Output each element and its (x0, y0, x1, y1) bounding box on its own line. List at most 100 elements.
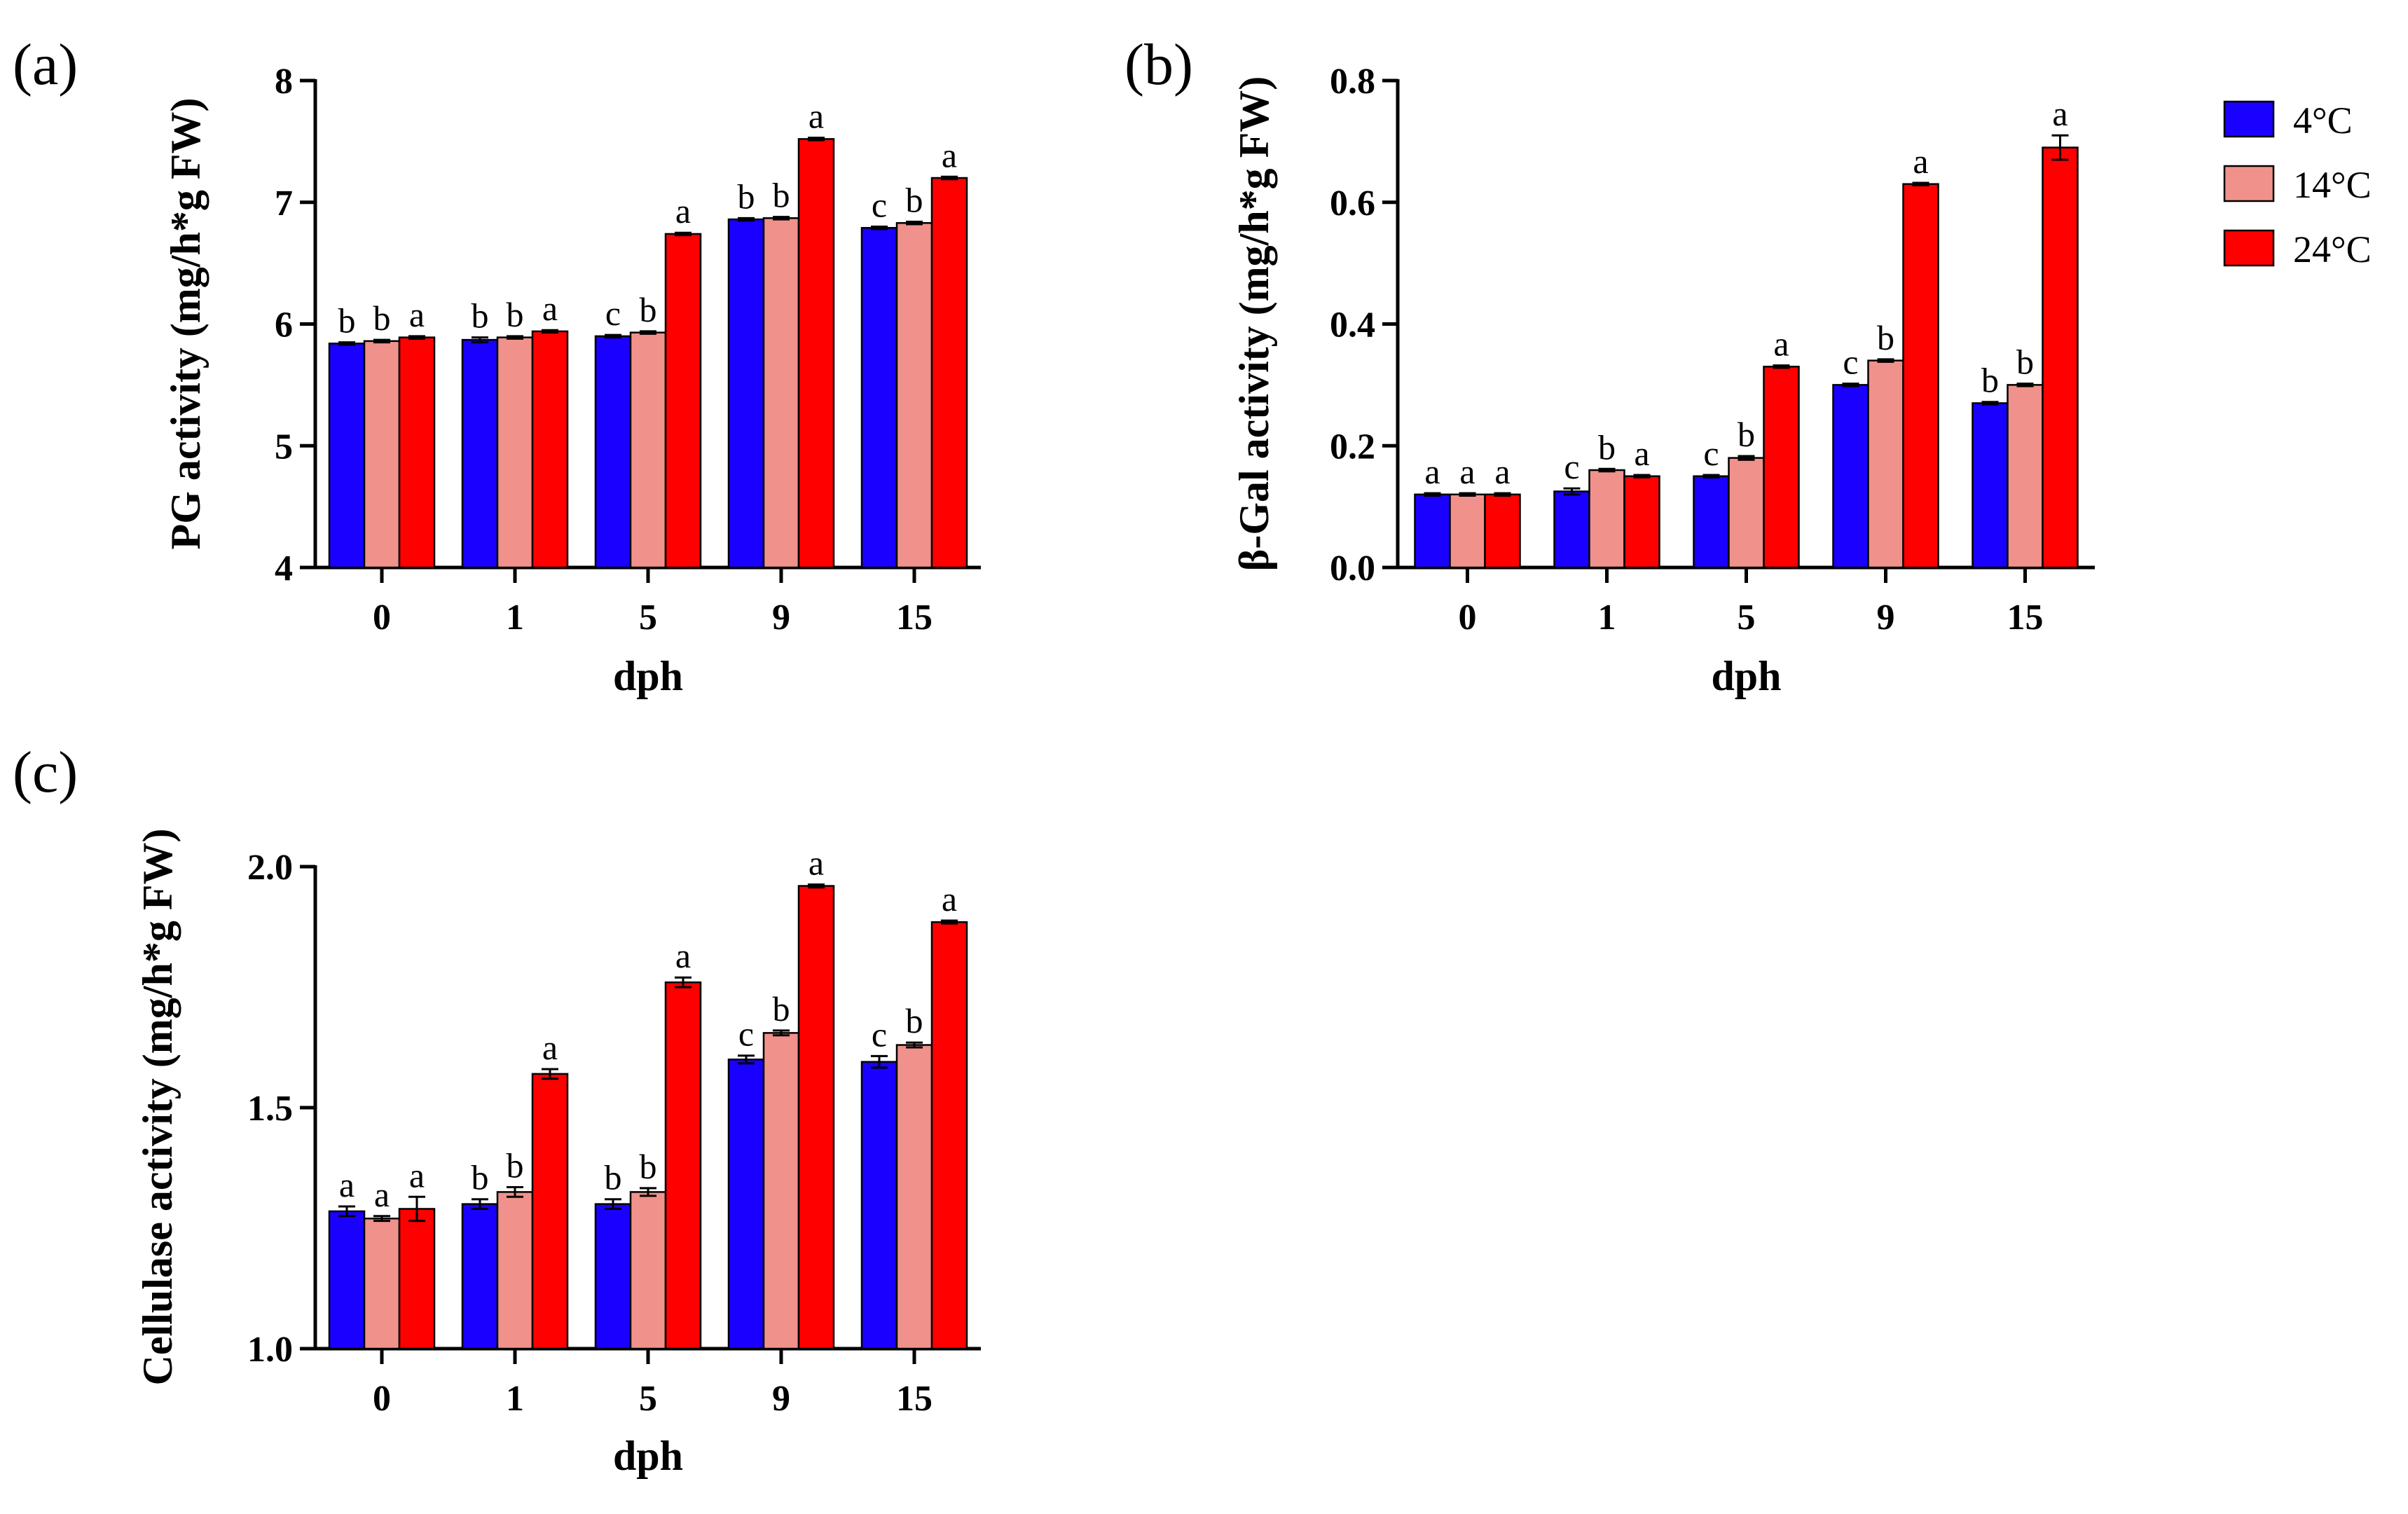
bar (461, 1203, 499, 1350)
bar (762, 1032, 800, 1350)
bar (1728, 457, 1765, 569)
bar (531, 1073, 569, 1350)
panel-label: (a) (13, 32, 78, 97)
bar (1972, 402, 2009, 569)
y-tick-label: 0.4 (1330, 305, 1375, 345)
x-axis-title: dph (1711, 653, 1781, 699)
x-tick-label: 5 (1738, 598, 1756, 638)
significance-letter: b (1877, 318, 1894, 357)
y-tick-label: 4 (275, 549, 293, 589)
bar (496, 336, 534, 569)
bar (594, 1203, 632, 1350)
bar (797, 138, 835, 569)
significance-letter: a (675, 936, 691, 975)
bar (727, 1058, 765, 1350)
bar (727, 218, 765, 569)
significance-letter: b (738, 177, 755, 216)
significance-letter: a (1634, 434, 1649, 473)
significance-letter: a (942, 879, 957, 918)
bar (629, 331, 667, 569)
x-tick-label: 15 (2007, 598, 2044, 638)
significance-letter: a (809, 97, 824, 136)
bar (1449, 493, 1486, 569)
legend-label: 24°C (2293, 228, 2372, 270)
bar (1763, 366, 1800, 569)
significance-letter: a (675, 191, 691, 230)
y-tick-label: 0.2 (1330, 427, 1375, 467)
significance-letter: c (1843, 343, 1858, 382)
significance-letter: b (640, 1147, 657, 1186)
significance-letter: a (1773, 324, 1789, 364)
y-axis-title: β-Gal activity (mg/h*g FW) (1231, 76, 1277, 572)
x-tick-label: 15 (896, 598, 933, 638)
x-tick-label: 15 (896, 1379, 933, 1419)
bar (1623, 475, 1660, 569)
x-tick-label: 1 (506, 598, 524, 638)
significance-letter: b (472, 296, 489, 336)
bar (1867, 359, 1904, 569)
bar (2007, 384, 2044, 569)
bar (664, 981, 702, 1350)
bar (531, 330, 569, 569)
x-tick-label: 0 (373, 1379, 391, 1419)
y-tick-label: 7 (275, 184, 293, 223)
significance-letter: b (773, 989, 790, 1028)
y-tick-label: 1.5 (247, 1089, 293, 1129)
bar (664, 233, 702, 569)
x-tick-label: 0 (1459, 598, 1477, 638)
x-tick-label: 9 (772, 598, 790, 638)
bar (496, 1191, 534, 1350)
legend-label: 14°C (2293, 164, 2372, 206)
y-tick-label: 0.6 (1330, 184, 1375, 223)
panel-label: (b) (1124, 32, 1193, 97)
significance-letter: a (1459, 452, 1475, 491)
panel-label: (c) (13, 740, 78, 805)
significance-letter: b (605, 1158, 622, 1197)
x-tick-label: 9 (772, 1379, 790, 1419)
significance-letter: a (339, 1165, 355, 1204)
y-tick-label: 6 (275, 305, 293, 345)
significance-letter: c (738, 1014, 754, 1054)
bar (1484, 493, 1521, 569)
bar (363, 340, 401, 569)
bar (930, 921, 968, 1350)
significance-letter: b (640, 290, 657, 329)
bar (895, 222, 933, 569)
bar (398, 336, 436, 569)
significance-letter: c (1703, 434, 1719, 473)
significance-letter: b (507, 1146, 524, 1185)
y-tick-label: 0.0 (1330, 549, 1375, 589)
bar (398, 1208, 436, 1350)
significance-letter: b (338, 301, 356, 340)
significance-letter: b (906, 1001, 923, 1040)
significance-letter: b (507, 295, 524, 334)
legend-label: 4°C (2293, 99, 2353, 142)
x-tick-label: 1 (1598, 598, 1616, 638)
y-axis-title: Cellulase activity (mg/h*g FW) (135, 829, 181, 1386)
significance-letter: a (542, 289, 558, 328)
significance-letter: a (409, 1155, 425, 1195)
bar (860, 226, 898, 569)
significance-letter: a (2052, 94, 2068, 133)
bar (461, 338, 499, 569)
bar (2042, 146, 2079, 569)
significance-letter: b (773, 176, 790, 215)
significance-letter: a (1913, 142, 1928, 181)
x-tick-label: 9 (1877, 598, 1895, 638)
legend-swatch (2223, 229, 2275, 267)
bar (860, 1061, 898, 1350)
significance-letter: a (1424, 452, 1440, 491)
significance-letter: a (809, 843, 824, 882)
significance-letter: a (1494, 452, 1510, 491)
legend-swatch (2223, 165, 2275, 202)
x-tick-label: 5 (639, 1379, 657, 1419)
x-axis-title: dph (613, 653, 683, 699)
bar (1414, 493, 1451, 569)
bar (328, 343, 366, 569)
y-tick-label: 8 (275, 62, 293, 102)
x-axis-title: dph (613, 1433, 683, 1479)
significance-letter: a (374, 1175, 390, 1214)
